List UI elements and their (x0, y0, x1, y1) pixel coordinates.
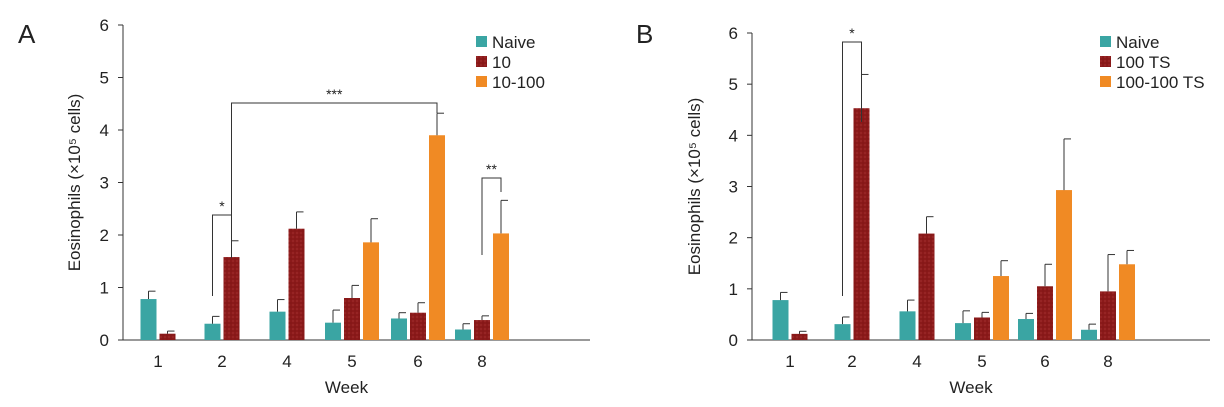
y-tick-label: 6 (729, 24, 738, 43)
x-tick-label: 6 (413, 352, 422, 371)
y-tick-label: 5 (729, 75, 738, 94)
x-tick-label: 8 (1103, 352, 1112, 371)
legend-entry: Naive (492, 33, 535, 52)
x-tick-label: 2 (847, 352, 856, 371)
chart-panel-b: B 0 1 2 3 4 5 6 Eosinophils (×10⁵ cells) 1 2 4 5 6 8 We… (636, 19, 1210, 397)
bar-100-ts-week-8 (1100, 291, 1116, 340)
significance-bracket (842, 41, 862, 296)
bar-10-week-5 (344, 298, 360, 340)
legend-swatch (1100, 56, 1111, 67)
bar-naive-week-1 (772, 300, 789, 340)
bar-naive-week-8 (455, 329, 471, 340)
y-tick-label: 1 (729, 280, 738, 299)
y-tick-label: 3 (100, 174, 109, 193)
bar-100-ts-week-1 (791, 333, 808, 340)
legend-swatch (476, 76, 487, 87)
y-tick-label: 5 (100, 69, 109, 88)
bar-naive-week-2 (834, 324, 851, 340)
bar-10-week-8 (474, 320, 490, 340)
x-tick-label: 4 (282, 352, 291, 371)
significance-bracket (231, 102, 438, 258)
legend-swatch (1100, 36, 1111, 47)
panel-label: B (636, 19, 653, 49)
x-tick-label: 4 (912, 352, 921, 371)
y-tick-label: 4 (100, 121, 109, 140)
bar-100-100-ts-week-8 (1119, 264, 1135, 340)
y-tick-label: 3 (729, 178, 738, 197)
x-axis-label: Week (949, 378, 993, 397)
y-tick-label: 2 (729, 229, 738, 248)
chart-panel-a: A 0 1 2 3 4 5 6 Eosinophils (×10⁵ cells) 1 2 4 5 6 8 We… (18, 16, 590, 397)
panel-label: A (18, 19, 36, 49)
legend-entry: Naive (1116, 33, 1159, 52)
bar-naive-week-6 (391, 318, 407, 340)
bar-100-100-ts-week-6 (1056, 190, 1072, 340)
y-tick-label: 4 (729, 126, 738, 145)
bar-naive-week-4 (899, 311, 916, 340)
x-tick-label: 1 (153, 352, 162, 371)
bar-naive-week-2 (204, 323, 221, 340)
legend-swatch (1100, 76, 1111, 87)
significance-label: * (849, 25, 855, 41)
bar-10-100-week-5 (363, 242, 379, 340)
y-axis-label: Eosinophils (×10⁵ cells) (65, 94, 84, 272)
significance-label: *** (326, 86, 343, 102)
bar-100-100-ts-week-5 (993, 276, 1009, 340)
significance-bracket (481, 177, 502, 255)
bar-10-week-4 (288, 228, 305, 340)
x-tick-label: 5 (977, 352, 986, 371)
bar-naive-week-5 (955, 323, 971, 340)
bar-naive-week-6 (1018, 319, 1034, 340)
bar-10-week-2 (223, 257, 240, 340)
y-tick-label: 6 (100, 16, 109, 35)
y-tick-label: 0 (100, 331, 109, 350)
bar-10-100-week-8 (493, 233, 509, 340)
x-tick-label: 5 (347, 352, 356, 371)
y-axis-label: Eosinophils (×10⁵ cells) (685, 98, 704, 276)
x-tick-label: 8 (477, 352, 486, 371)
bar-10-100-week-6 (429, 135, 445, 340)
x-axis-label: Week (325, 378, 369, 397)
bar-naive-week-1 (140, 299, 157, 340)
significance-label: * (219, 198, 225, 214)
legend-swatch (476, 56, 487, 67)
bar-10-week-1 (159, 333, 176, 340)
bar-naive-week-4 (269, 311, 286, 340)
bar-100-ts-week-4 (918, 233, 935, 340)
legend-entry: 10 (492, 53, 511, 72)
y-tick-label: 1 (100, 279, 109, 298)
y-tick-label: 2 (100, 226, 109, 245)
significance-label: ** (486, 161, 497, 177)
legend-entry: 100-100 TS (1116, 73, 1205, 92)
bar-naive-week-5 (325, 322, 341, 340)
x-tick-label: 1 (785, 352, 794, 371)
bar-100-ts-week-2 (853, 108, 870, 340)
bar-naive-week-8 (1081, 329, 1097, 340)
legend-entry: 10-100 (492, 73, 545, 92)
legend-entry: 100 TS (1116, 53, 1171, 72)
bar-100-ts-week-5 (974, 317, 990, 340)
legend-swatch (476, 36, 487, 47)
x-tick-label: 6 (1040, 352, 1049, 371)
bar-10-week-6 (410, 312, 426, 340)
bar-100-ts-week-6 (1037, 286, 1053, 340)
x-tick-label: 2 (217, 352, 226, 371)
y-tick-label: 0 (729, 331, 738, 350)
